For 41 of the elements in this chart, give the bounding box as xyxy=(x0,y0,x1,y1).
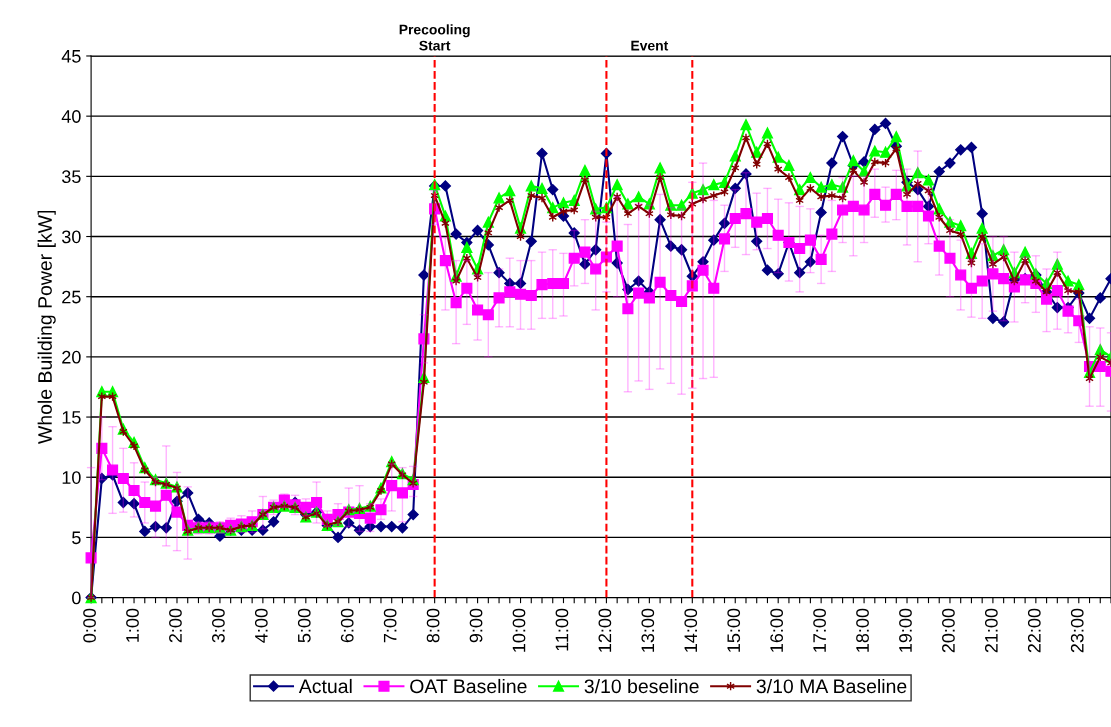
y-axis-title: Whole Building Power [kW] xyxy=(37,210,56,444)
x-tick-label: 3:00 xyxy=(211,608,225,643)
ref-line-label: Precooling Start xyxy=(399,24,470,51)
x-tick-label: 18:00 xyxy=(856,608,869,652)
legend-label: 3/10 beseline xyxy=(584,678,699,694)
x-tick-label: 6:00 xyxy=(340,608,354,643)
y-tick-label: 45 xyxy=(61,50,81,63)
x-tick-label: 14:00 xyxy=(684,608,698,652)
x-tick-label: 7:00 xyxy=(383,608,397,643)
y-tick-label: 10 xyxy=(62,471,81,484)
y-tick-label: 0 xyxy=(72,591,81,605)
x-tick-label: 22:00 xyxy=(1027,608,1041,653)
x-tick-label: 20:00 xyxy=(942,608,955,653)
legend-label: OAT Baseline xyxy=(410,678,527,694)
x-tick-label: 15:00 xyxy=(727,608,741,652)
x-tick-label: 1:00 xyxy=(126,608,139,642)
text: Event xyxy=(631,40,669,51)
x-tick-label: 12:00 xyxy=(598,608,612,652)
x-tick-label: 13:00 xyxy=(641,608,655,652)
x-tick-label: 23:00 xyxy=(1070,608,1084,653)
x-tick-label: 16:00 xyxy=(770,608,784,652)
x-tick-label: 19:00 xyxy=(899,608,912,652)
y-tick-label: 15 xyxy=(62,411,81,424)
y-tick-label: 35 xyxy=(61,170,81,184)
x-tick-label: 8:00 xyxy=(426,608,440,643)
x-tick-label: 9:00 xyxy=(469,608,483,643)
x-tick-label: 10:00 xyxy=(512,608,526,652)
x-tick-label: 5:00 xyxy=(297,608,311,643)
x-tick-label: 21:00 xyxy=(984,608,998,653)
y-tick-label: 40 xyxy=(61,110,81,123)
x-tick-label: 17:00 xyxy=(813,608,826,652)
y-tick-label: 25 xyxy=(62,290,81,304)
x-tick-label: 11:00 xyxy=(555,608,569,651)
y-tick-label: 20 xyxy=(62,350,81,364)
x-tick-label: 4:00 xyxy=(254,608,268,643)
y-tick-label: 5 xyxy=(72,531,81,545)
legend-label: 3/10 MA Baseline xyxy=(756,678,907,694)
x-tick-label: 0:00 xyxy=(83,608,96,643)
legend-label: Actual xyxy=(298,678,352,694)
x-tick-label: 2:00 xyxy=(169,608,182,643)
y-tick-label: 30 xyxy=(61,230,81,244)
